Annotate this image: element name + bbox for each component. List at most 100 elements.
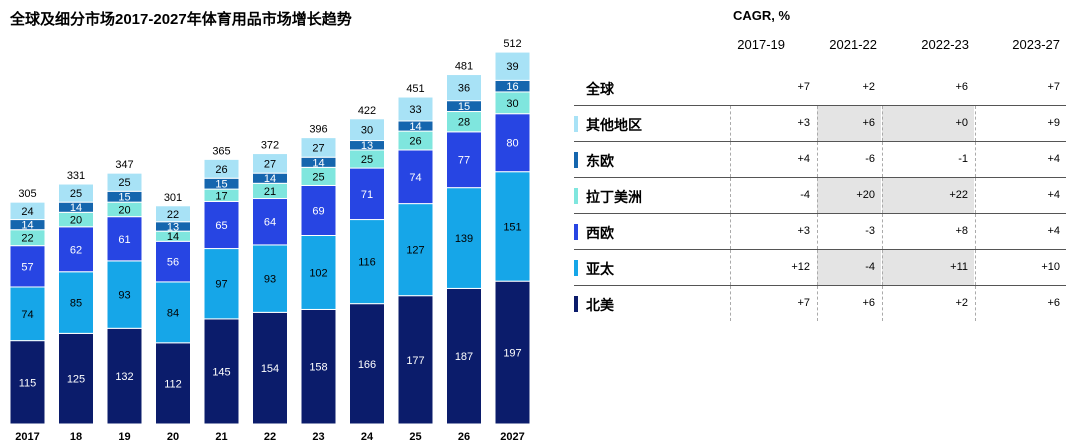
bar-segment [203, 158, 240, 179]
x-tick-label: 25 [409, 431, 421, 443]
segment-label: 93 [118, 290, 130, 302]
cagr-cell: +4 [975, 142, 1066, 177]
segment-label: 14 [409, 121, 421, 133]
segment-label: 28 [458, 117, 470, 129]
x-tick-label: 2017 [15, 431, 39, 443]
bar-segment [349, 118, 385, 142]
bar-segment [155, 342, 191, 425]
bar-total-label: 451 [406, 83, 424, 95]
cagr-table: 全球 +7 +2 +6 +7 其他地区 +3 +6 +0 +9 东欧 +4 -6 -1 +4 拉丁美洲 -4 +2… [574, 70, 1066, 322]
segment-label: 177 [406, 355, 424, 367]
row-label: 北美 [586, 297, 614, 313]
bar-segment [9, 340, 46, 425]
segment-label: 24 [21, 206, 33, 218]
segment-label: 74 [409, 172, 421, 184]
bar-segment [58, 183, 94, 203]
segment-label: 21 [264, 186, 276, 198]
cagr-row: 东欧 +4 -6 -1 +4 [574, 142, 1066, 178]
bar-segment [349, 303, 385, 425]
col-header-2021-22: 2021-22 [829, 37, 877, 52]
segment-label: 132 [115, 371, 133, 383]
segment-label: 14 [21, 220, 33, 232]
segment-label: 69 [312, 205, 324, 217]
cagr-row: 全球 +7 +2 +6 +7 [574, 70, 1066, 106]
segment-label: 25 [312, 171, 324, 183]
row-label: 亚太 [586, 261, 614, 277]
bar-segment [106, 216, 143, 262]
cagr-title: CAGR, % [733, 8, 791, 23]
bar-segment [397, 96, 434, 122]
segment-label: 64 [264, 217, 276, 229]
segment-label: 13 [167, 221, 179, 233]
cagr-cell: -4 [817, 250, 881, 285]
x-tick-label: 22 [264, 431, 276, 443]
segment-label: 65 [215, 220, 227, 232]
segment-label: 25 [118, 177, 130, 189]
bar-total-label: 481 [455, 61, 473, 73]
legend-swatch [574, 152, 578, 168]
segment-label: 15 [215, 179, 227, 191]
cagr-cell: +3 [730, 214, 816, 249]
segment-label: 14 [264, 173, 276, 185]
x-tick-label: 23 [312, 431, 324, 443]
segment-label: 85 [70, 298, 82, 310]
segment-label: 84 [167, 307, 179, 319]
bar-segment [252, 311, 288, 425]
segment-label: 14 [312, 157, 324, 169]
x-tick-label: 19 [118, 431, 130, 443]
cagr-row: 北美 +7 +6 +2 +6 [574, 286, 1066, 322]
cagr-cell: +2 [862, 81, 875, 93]
cagr-cell: -1 [882, 142, 974, 177]
segment-label: 97 [215, 279, 227, 291]
x-tick-label: 26 [458, 431, 470, 443]
cagr-cell: +3 [730, 106, 816, 141]
segment-label: 57 [21, 261, 33, 273]
segment-label: 25 [70, 188, 82, 200]
segment-label: 71 [361, 189, 373, 201]
bar-segment [494, 113, 531, 173]
x-tick-label: 24 [361, 431, 374, 443]
bar-segment [203, 318, 240, 425]
row-label: 全球 [586, 81, 614, 97]
segment-label: 139 [455, 233, 473, 245]
segment-label: 115 [19, 377, 37, 389]
legend-swatch [574, 260, 578, 276]
segment-label: 20 [118, 204, 130, 216]
segment-label: 25 [361, 154, 373, 166]
cagr-cell: +4 [975, 178, 1066, 213]
x-tick-label: 20 [167, 431, 179, 443]
cagr-cell: -6 [817, 142, 881, 177]
bar-total-label: 331 [67, 170, 85, 182]
bar-segment [155, 240, 191, 283]
bar-segment [9, 245, 46, 288]
bar-segment [446, 287, 482, 425]
bar-segment [203, 200, 240, 250]
cagr-cell: +2 [882, 286, 974, 321]
bar-total-label: 347 [115, 159, 133, 171]
segment-label: 27 [312, 142, 324, 154]
segment-label: 39 [506, 61, 518, 73]
bar-segment [106, 260, 143, 329]
cagr-cell: +9 [975, 106, 1066, 141]
chart-title: 全球及细分市场2017-2027年体育用品市场增长趋势 [10, 11, 352, 28]
segment-label: 102 [309, 267, 327, 279]
row-label: 东欧 [586, 153, 614, 169]
segment-label: 27 [264, 158, 276, 170]
segment-label: 145 [212, 366, 230, 378]
cagr-cell: +7 [1047, 81, 1060, 93]
cagr-cell: +4 [730, 142, 816, 177]
bar-total-label: 422 [358, 105, 376, 117]
row-label: 其他地区 [586, 117, 642, 133]
cagr-cell: +6 [817, 106, 881, 141]
cagr-cell: -3 [817, 214, 881, 249]
segment-label: 14 [70, 202, 82, 214]
bar-segment [300, 308, 337, 425]
bar-total-label: 365 [212, 145, 230, 157]
segment-label: 56 [167, 257, 179, 269]
segment-label: 166 [358, 359, 376, 371]
bar-segment [349, 167, 385, 221]
segment-label: 187 [455, 351, 473, 363]
segment-label: 16 [506, 81, 518, 93]
cagr-row: 亚太 +12 -4 +11 +10 [574, 250, 1066, 286]
col-header-2022-23: 2022-23 [921, 37, 969, 52]
